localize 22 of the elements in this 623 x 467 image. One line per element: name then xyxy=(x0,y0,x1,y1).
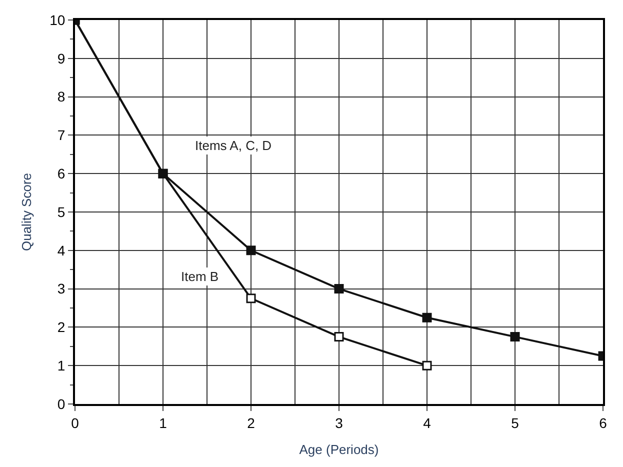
y-tick-label: 0 xyxy=(57,396,66,412)
x-tick-label: 1 xyxy=(159,414,168,431)
y-tick-label: 4 xyxy=(57,242,66,258)
y-axis-title: Quality Score xyxy=(19,172,34,252)
x-axis-title: Age (Periods) xyxy=(299,442,379,457)
y-tick-label: 8 xyxy=(57,88,66,105)
series-label: Item B xyxy=(181,269,219,284)
x-tick-label: 0 xyxy=(71,414,80,431)
y-tick-label: 6 xyxy=(57,166,66,182)
y-tick-label: 3 xyxy=(57,280,66,297)
x-tick-label: 5 xyxy=(511,414,520,431)
y-tick-label: 10 xyxy=(50,12,66,28)
x-tick-label: 6 xyxy=(599,414,608,431)
y-tick-label: 5 xyxy=(57,204,66,220)
x-tick-label: 3 xyxy=(335,414,344,431)
x-tick-label: 4 xyxy=(423,414,432,431)
y-tick-label: 9 xyxy=(57,50,66,66)
text: Items A, C, D xyxy=(195,138,272,153)
y-tick-label: 2 xyxy=(57,319,66,336)
y-tick-label: 7 xyxy=(57,127,66,144)
x-tick-label: 2 xyxy=(247,414,256,431)
y-tick-label: 1 xyxy=(57,358,66,374)
